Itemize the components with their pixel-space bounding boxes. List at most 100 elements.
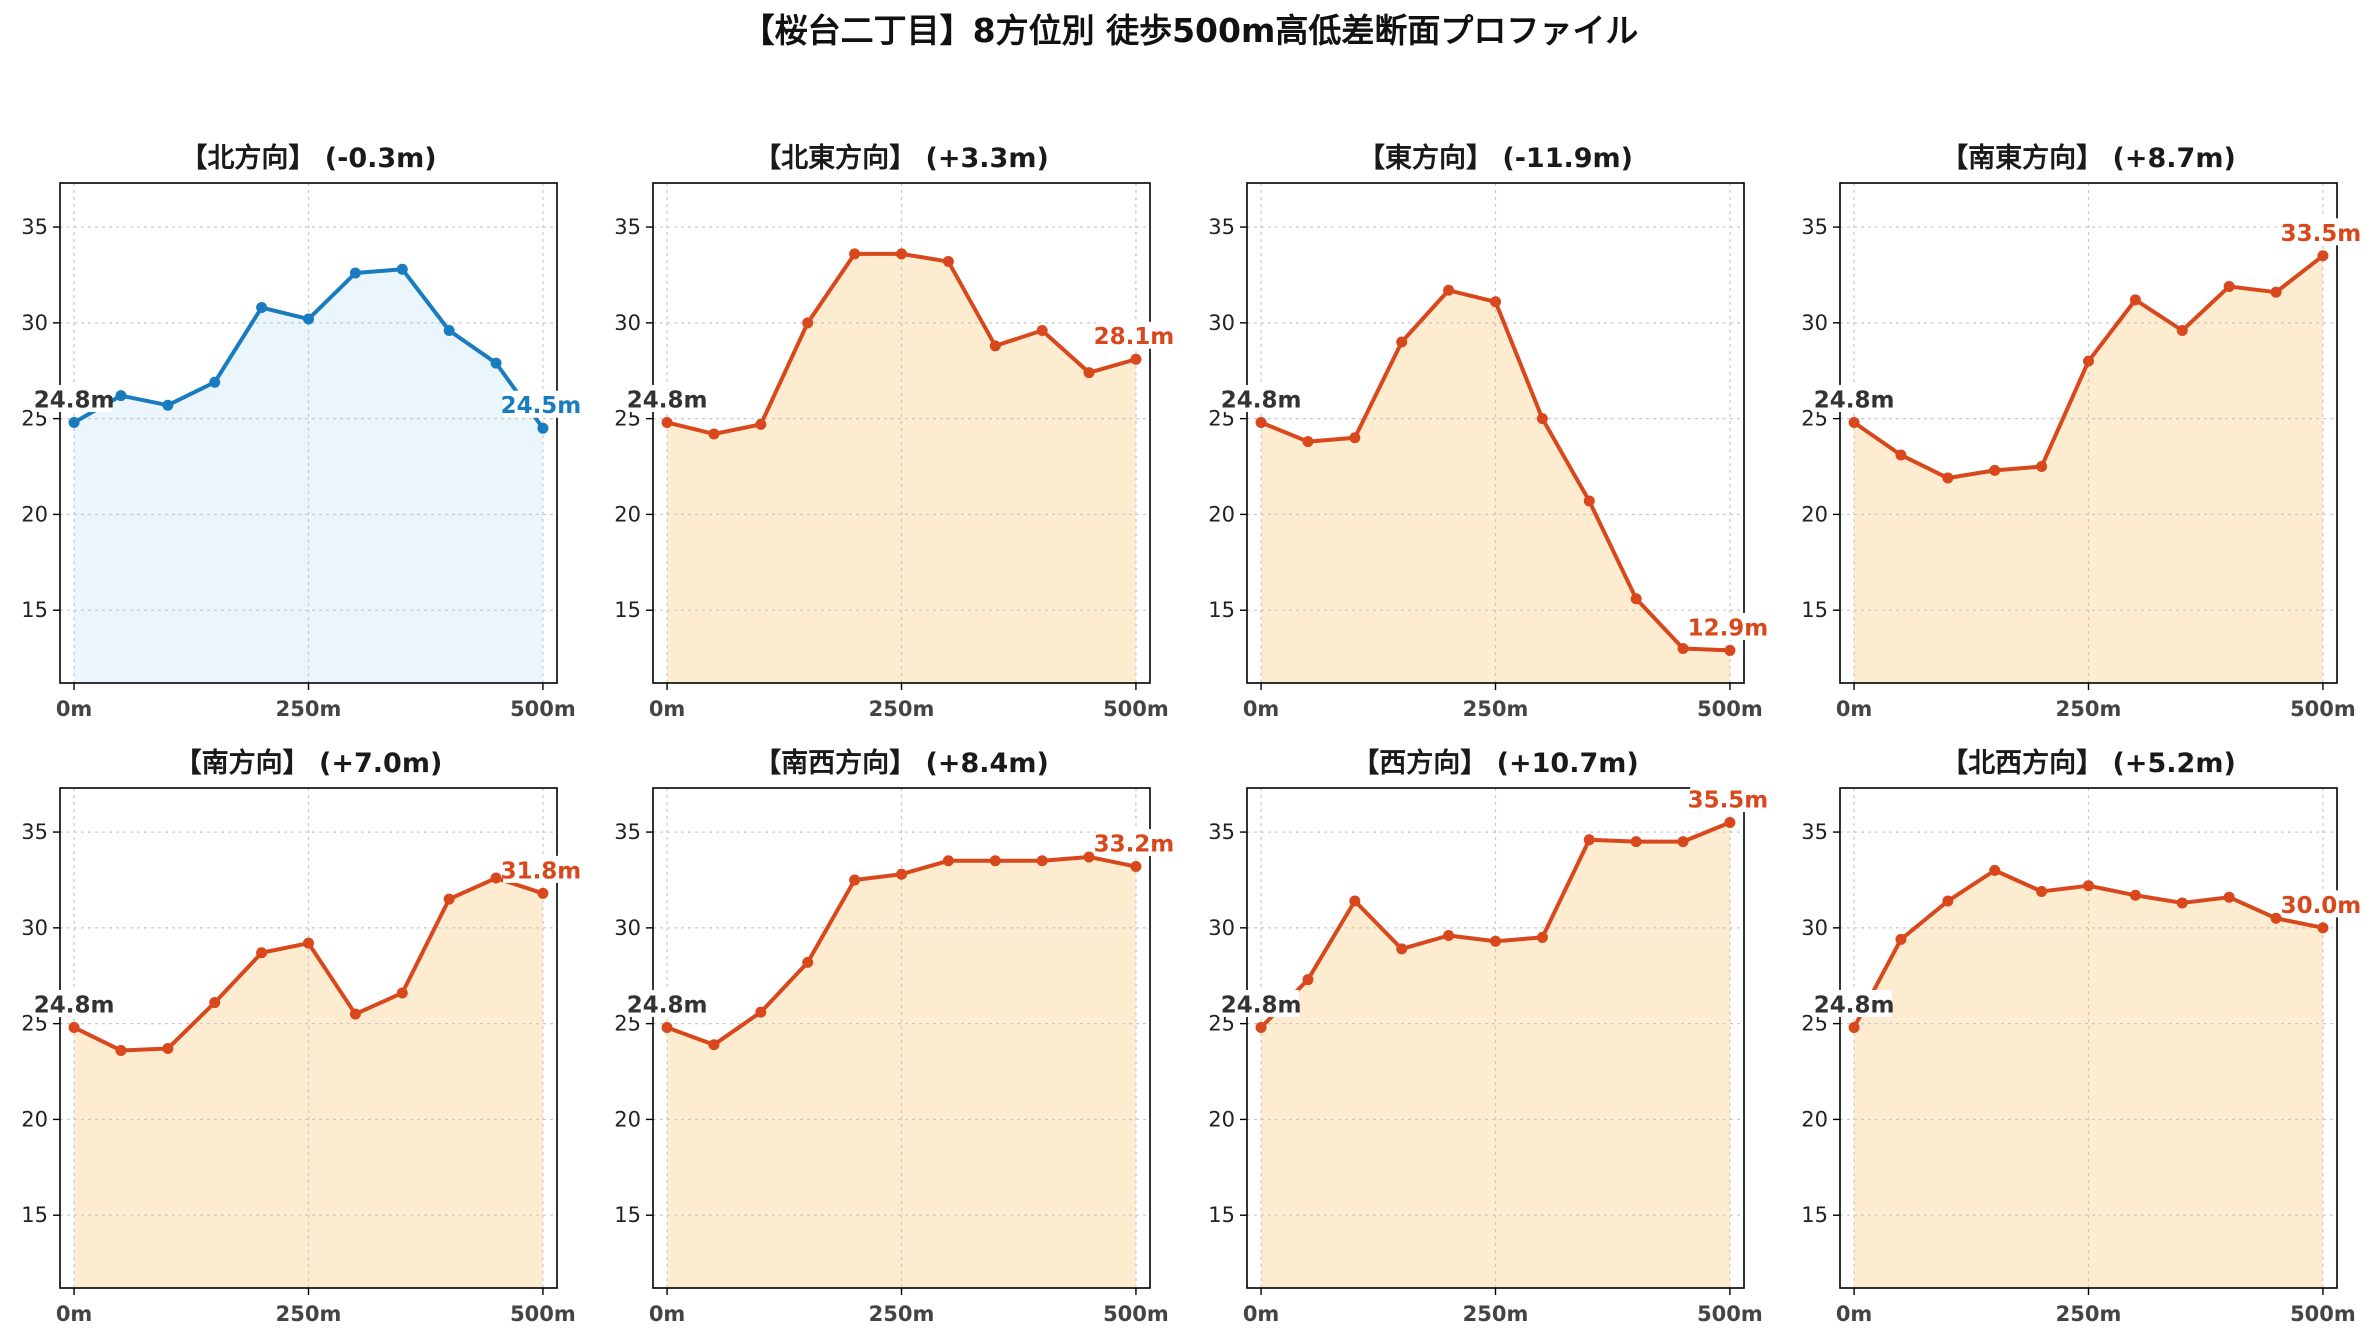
- data-point: [209, 997, 221, 1009]
- y-tick-label: 20: [21, 502, 48, 526]
- data-point: [1443, 284, 1455, 296]
- end-elevation-label-group: 33.5m: [2281, 218, 2361, 247]
- start-elevation-label-box: [1816, 989, 1892, 1017]
- x-tick-label: 0m: [1836, 697, 1873, 721]
- x-tick-label: 0m: [56, 1302, 93, 1326]
- data-point: [490, 357, 502, 369]
- data-point: [942, 855, 954, 867]
- end-elevation-label-box: [503, 390, 579, 418]
- elevation-area: [1854, 870, 2323, 1288]
- end-elevation-label: 12.9m: [1688, 615, 1769, 641]
- end-elevation-label-box: [1690, 612, 1766, 640]
- start-elevation-label: 24.8m: [34, 387, 115, 413]
- data-point: [1989, 864, 2001, 876]
- data-point: [1396, 336, 1408, 348]
- data-point: [1677, 836, 1689, 848]
- data-point: [2036, 461, 2048, 473]
- data-point: [537, 887, 549, 899]
- data-point: [989, 855, 1001, 867]
- data-point: [1942, 472, 1954, 484]
- data-point: [849, 248, 861, 260]
- y-tick-label: 30: [21, 916, 48, 940]
- x-tick-label: 250m: [869, 697, 935, 721]
- y-tick-label: 20: [1801, 1107, 1828, 1131]
- data-point: [708, 1039, 720, 1051]
- data-point: [1583, 834, 1595, 846]
- data-point: [1349, 432, 1361, 444]
- y-tick-label: 15: [1801, 598, 1828, 622]
- data-point: [1255, 1021, 1267, 1033]
- data-point: [2317, 250, 2329, 262]
- end-elevation-label-box: [2283, 218, 2359, 246]
- data-point: [2270, 912, 2282, 924]
- data-point: [661, 416, 673, 428]
- data-point: [1490, 935, 1501, 947]
- data-point: [1255, 416, 1267, 428]
- data-point: [2129, 294, 2141, 306]
- panel-title: 【北東方向】 (+3.3m): [754, 142, 1049, 174]
- y-tick-label: 15: [1208, 598, 1235, 622]
- end-elevation-label: 31.8m: [501, 858, 582, 884]
- data-point: [942, 256, 954, 268]
- panel-title: 【北西方向】 (+5.2m): [1941, 747, 2236, 779]
- y-tick-label: 35: [21, 215, 48, 239]
- y-tick-label: 30: [1801, 916, 1828, 940]
- data-point: [1349, 895, 1361, 907]
- y-tick-label: 15: [21, 1203, 48, 1227]
- start-elevation-label-box: [1816, 384, 1892, 412]
- y-tick-label: 30: [614, 916, 641, 940]
- x-tick-label: 500m: [510, 697, 576, 721]
- chart-panel: 【南東方向】 (+8.7m)0m 250m 500m152025303524.8m3…: [1801, 142, 2361, 721]
- start-elevation-label-group: 24.8m: [1814, 989, 1894, 1018]
- data-point: [989, 340, 1001, 352]
- data-point: [303, 313, 314, 325]
- start-elevation-label-box: [1223, 989, 1299, 1017]
- data-point: [1677, 643, 1689, 655]
- data-point: [1083, 851, 1095, 863]
- y-tick-label: 20: [21, 1107, 48, 1131]
- start-elevation-label-group: 24.8m: [34, 989, 115, 1018]
- data-point: [802, 317, 814, 329]
- data-point: [2176, 325, 2188, 337]
- data-point: [396, 263, 408, 275]
- data-point: [1130, 861, 1142, 873]
- y-tick-label: 35: [1801, 215, 1828, 239]
- data-point: [1036, 325, 1048, 337]
- data-point: [1724, 816, 1736, 828]
- start-elevation-label: 24.8m: [1814, 387, 1895, 413]
- data-point: [1036, 855, 1048, 867]
- data-point: [68, 416, 80, 428]
- y-tick-label: 35: [1208, 820, 1235, 844]
- end-elevation-label-box: [2283, 890, 2359, 918]
- data-point: [443, 325, 455, 337]
- chart-panel: 【西方向】 (+10.7m)0m 250m 500m152025303524.8m3…: [1208, 747, 1768, 1326]
- data-point: [896, 868, 907, 880]
- y-tick-label: 15: [1801, 1203, 1828, 1227]
- elevation-area: [1854, 255, 2323, 683]
- data-point: [1583, 495, 1595, 507]
- end-elevation-label: 35.5m: [1688, 787, 1769, 813]
- start-elevation-label: 24.8m: [34, 992, 115, 1018]
- figure-title: 【桜台二丁目】8方位別 徒歩500m高低差断面プロファイル: [742, 11, 1639, 50]
- x-tick-label: 0m: [1243, 697, 1280, 721]
- data-point: [115, 390, 127, 402]
- x-tick-label: 500m: [2290, 1302, 2356, 1326]
- data-point: [2270, 286, 2282, 298]
- y-tick-label: 30: [614, 311, 641, 335]
- end-elevation-label-group: 31.8m: [501, 855, 582, 884]
- start-elevation-label: 24.8m: [1221, 387, 1302, 413]
- end-elevation-label-box: [1690, 784, 1766, 812]
- chart-panel: 【南西方向】 (+8.4m)0m 250m 500m152025303524.8m3…: [614, 747, 1174, 1326]
- start-elevation-label-box: [629, 989, 705, 1017]
- panel-title: 【南西方向】 (+8.4m): [754, 747, 1049, 779]
- data-point: [303, 937, 314, 949]
- data-point: [1848, 1021, 1860, 1033]
- y-tick-label: 30: [1208, 916, 1235, 940]
- data-point: [1443, 930, 1455, 942]
- x-tick-label: 250m: [1463, 697, 1529, 721]
- x-tick-label: 500m: [510, 1302, 576, 1326]
- start-elevation-label-box: [36, 384, 112, 412]
- data-point: [2317, 922, 2329, 934]
